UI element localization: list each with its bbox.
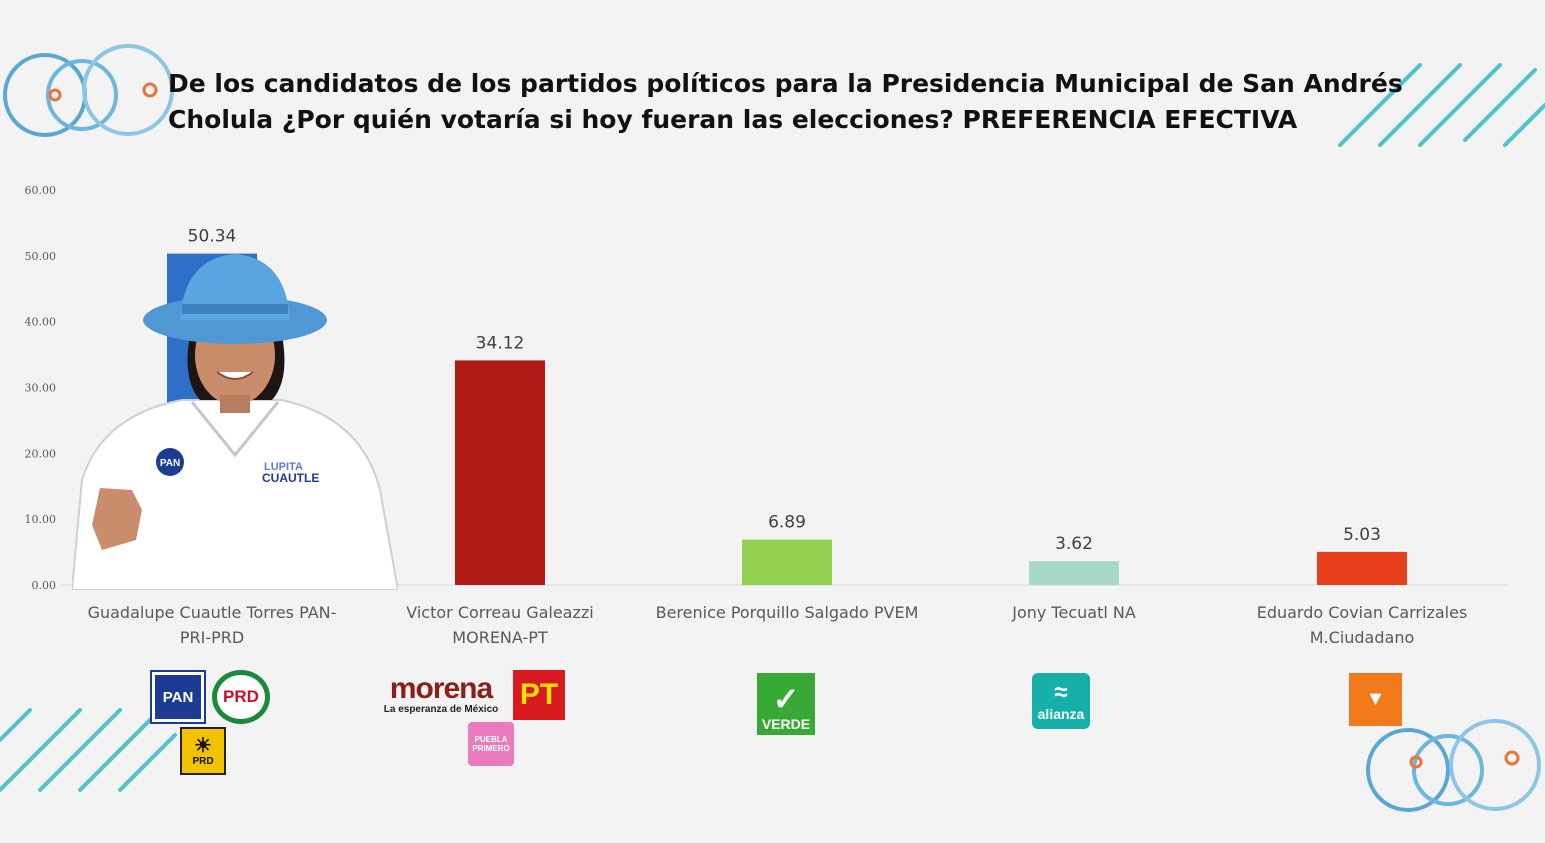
bar: [1317, 551, 1407, 585]
y-tick-label: 20.00: [25, 447, 57, 460]
verde-logo-text: VERDE: [761, 716, 811, 732]
shirt-name-line-2: CUAUTLE: [262, 471, 319, 485]
y-tick-label: 10.00: [25, 513, 57, 526]
deco-ring-icon: [82, 44, 174, 136]
collar: [190, 401, 280, 458]
deco-stripe: [1503, 103, 1545, 147]
sun-icon: ☀: [194, 734, 212, 757]
pan-logo-text: PAN: [155, 675, 201, 719]
deco-ring-icon: [46, 59, 118, 131]
bar: [455, 360, 545, 585]
y-tick-label: 0.00: [32, 579, 57, 592]
alianza-logo: ≈ alianza: [1032, 673, 1090, 729]
pt-logo: PT: [513, 670, 565, 720]
deco-ring-icon: [1366, 728, 1450, 812]
pan-badge-icon: [156, 448, 184, 476]
bar: [742, 539, 832, 585]
deco-stripe: [38, 708, 122, 792]
pt-logo-text: PT: [519, 678, 559, 711]
deco-ring-icon: [1449, 719, 1541, 811]
pan-logo: PAN: [150, 670, 206, 724]
morena-tagline: La esperanza de México: [383, 703, 499, 715]
deco-stripe: [1378, 63, 1462, 147]
prd-logo: ☀ PRD: [180, 727, 226, 775]
hand: [92, 488, 142, 550]
hat-band: [182, 304, 288, 314]
category-label: Jony Tecuatl NA: [1011, 603, 1136, 622]
deco-stripe: [118, 733, 177, 792]
y-tick-label: 60.00: [25, 184, 57, 197]
category-label: Guadalupe Cuautle Torres PAN-: [88, 603, 337, 622]
hat-crown: [180, 254, 290, 320]
y-tick-label: 40.00: [25, 316, 57, 329]
deco-ring-icon: [48, 88, 62, 102]
shirt: [72, 399, 398, 590]
verde-logo: ✓ VERDE: [757, 673, 815, 735]
category-label: M.Ciudadano: [1310, 628, 1415, 647]
smile: [216, 371, 254, 380]
data-label: 3.62: [1055, 534, 1093, 554]
chart-title: De los candidatos de los partidos políti…: [168, 66, 1418, 138]
neck: [220, 395, 250, 413]
category-label: Victor Correau Galeazzi: [406, 603, 593, 622]
deco-stripe: [1463, 68, 1537, 142]
eagle-icon: ▼: [1365, 688, 1386, 710]
pri-logo: PRD: [212, 670, 270, 724]
candidate-photo: PAN LUPITA CUAUTLE: [72, 254, 398, 590]
morena-logo-text: morena: [389, 671, 493, 705]
chart-title-line-2: Cholula ¿Por quién votaría si hoy fueran…: [168, 105, 1298, 134]
deco-ring-icon: [1409, 755, 1423, 769]
puebla-logo-text: PUEBLA PRIMERO: [472, 735, 510, 753]
puebla-logo: PUEBLA PRIMERO: [468, 722, 514, 766]
deco-ring-icon: [142, 82, 158, 98]
pri-logo-text: PRD: [223, 687, 259, 706]
shirt-name-line-1: LUPITA: [264, 461, 303, 473]
bar: [1029, 561, 1119, 585]
pan-badge-label: PAN: [160, 458, 180, 469]
y-tick-label: 50.00: [25, 250, 57, 263]
prd-logo-text: PRD: [192, 755, 214, 767]
movimiento-ciudadano-logo: ▼: [1349, 673, 1402, 726]
category-label: Berenice Porquillo Salgado PVEM: [656, 603, 919, 622]
wave-icon: ≈: [1054, 679, 1068, 706]
deco-ring-icon: [1412, 734, 1484, 806]
data-label: 34.12: [476, 333, 525, 353]
deco-stripe: [78, 708, 162, 792]
y-tick-label: 30.00: [25, 382, 57, 395]
data-label: 6.89: [768, 513, 806, 533]
deco-ring-icon: [1504, 750, 1520, 766]
data-label: 5.03: [1343, 525, 1381, 545]
alianza-logo-text: alianza: [1037, 706, 1085, 722]
morena-logo: morena La esperanza de México: [382, 670, 500, 718]
deco-stripe: [0, 708, 32, 742]
category-label: PRI-PRD: [180, 628, 244, 647]
category-label: MORENA-PT: [452, 628, 548, 647]
chart-title-line-1: De los candidatos de los partidos políti…: [168, 69, 1403, 98]
data-label: 50.34: [188, 227, 237, 247]
toucan-v-icon: ✓: [772, 681, 800, 717]
category-label: Eduardo Covian Carrizales: [1257, 603, 1468, 622]
deco-stripe: [1338, 63, 1422, 147]
deco-stripe: [0, 708, 82, 792]
deco-stripe: [1418, 63, 1502, 147]
